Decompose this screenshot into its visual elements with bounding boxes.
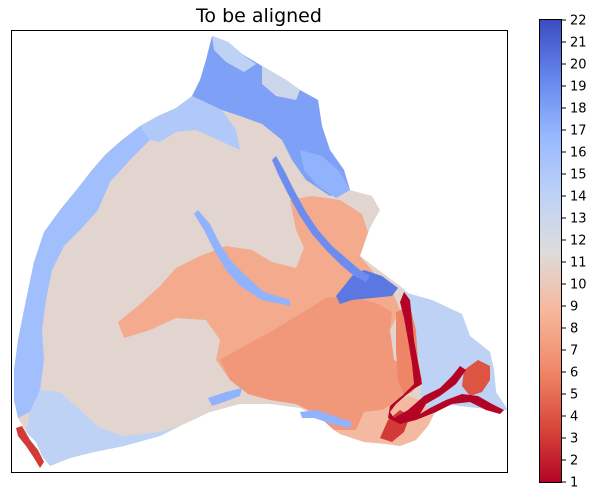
region-river-channel: [272, 156, 370, 282]
colorbar: [539, 19, 562, 483]
colorbar-tick-label: 9: [570, 300, 578, 315]
colorbar-tick-label: 10: [570, 278, 587, 293]
map-area: [14, 36, 508, 468]
colorbar-tick-label: 12: [570, 234, 587, 249]
region-north-upper-tip: [212, 36, 256, 72]
colorbar-tick-label: 20: [570, 58, 587, 73]
colorbar-tick-label: 13: [570, 212, 587, 227]
region-southeast-corner: [462, 360, 490, 396]
colorbar-tick-label: 17: [570, 124, 587, 139]
colorbar-tick-label: 2: [570, 454, 578, 469]
colorbar-tick-label: 8: [570, 322, 578, 337]
colorbar-tick-label: 11: [570, 256, 587, 271]
region-northeast-arm: [300, 150, 350, 198]
colorbar-tick-label: 22: [570, 14, 587, 29]
colorbar-tick-label: 7: [570, 344, 578, 359]
colorbar-tick-label: 21: [570, 36, 587, 51]
plot-frame: [11, 30, 508, 473]
region-river-arms: [194, 210, 352, 428]
region-northeast-lobe: [262, 66, 300, 100]
colorbar-tick-label: 3: [570, 432, 578, 447]
region-west-edge: [14, 126, 150, 418]
region-north-central-band: [140, 96, 240, 150]
colorbar-tick-label: 15: [570, 168, 587, 183]
colorbar-tick-label: 18: [570, 102, 587, 117]
colorbar-tick-label: 5: [570, 388, 578, 403]
chart-title: To be aligned: [195, 5, 322, 27]
colorbar-tick-label: 6: [570, 366, 578, 381]
region-east-delta: [336, 270, 398, 304]
region-south-central: [334, 396, 434, 446]
region-central-south: [220, 296, 410, 430]
colorbar-tick-label: 4: [570, 410, 578, 425]
colorbar-tick-label: 19: [570, 80, 587, 95]
region-southwest-edge: [26, 390, 180, 466]
colorbar-tick-label: 1: [570, 476, 578, 491]
region-southeast-streams: [388, 292, 504, 424]
colorbar-tick-label: 14: [570, 190, 587, 205]
colorbar-tick-label: 16: [570, 146, 587, 161]
region-southwest-tip: [16, 426, 44, 468]
